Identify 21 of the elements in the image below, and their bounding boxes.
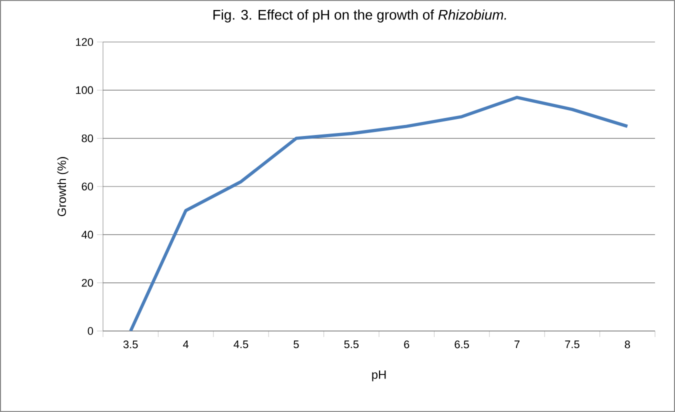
x-axis-title: pH [372,370,386,382]
x-tick-label: 6 [404,340,410,348]
x-tick-label: 3.5 [123,340,138,348]
x-tick-label: 4 [183,340,189,348]
x-tick-label: 5 [294,340,299,348]
y-tick-label: 100 [76,86,94,94]
x-tick-label: 7.5 [565,340,580,348]
x-tick-label: 5.5 [344,340,359,348]
y-tick-label: 120 [76,38,94,46]
x-tick-label: 8 [624,340,630,348]
line-series [129,96,630,331]
x-tick-label: 6.5 [454,340,469,348]
y-tick-label: 20 [82,278,94,287]
y-tick-label: 40 [82,230,94,239]
y-tick-label: 0 [88,327,94,335]
y-tick-label: 80 [82,134,94,142]
y-tick-label: 60 [82,182,94,190]
x-tick-label: 4.5 [234,340,248,348]
x-tick-label: 7 [514,340,520,348]
chart-title: Fig. 3. Effect of pH on the growth of Rhizobium. [213,9,506,22]
y-axis-title: Growth (%) [57,157,68,216]
